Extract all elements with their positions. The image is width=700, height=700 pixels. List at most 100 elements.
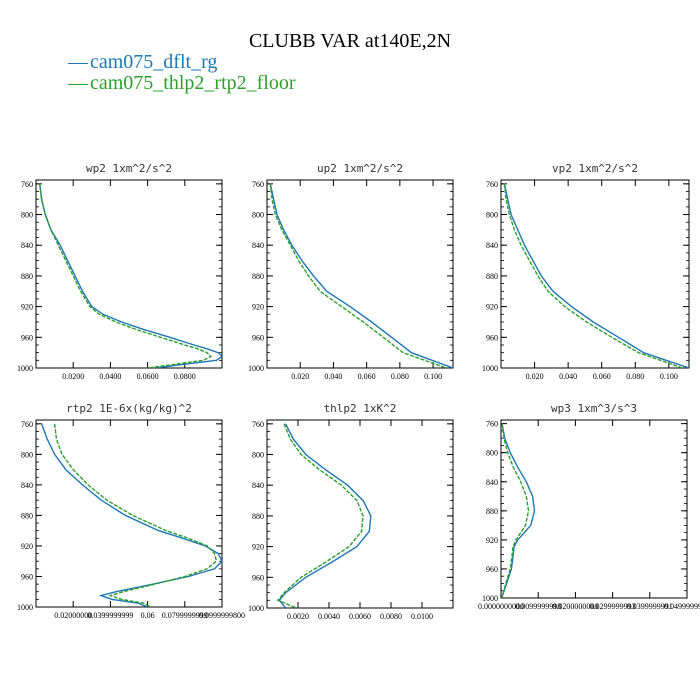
- y-tick-label: 880: [486, 272, 498, 281]
- series-line-dflt-panel-2: [269, 183, 453, 368]
- y-tick-label: 760: [252, 420, 264, 429]
- x-tick-label: 0.0020: [287, 612, 309, 621]
- panel-frame-5: [266, 419, 454, 609]
- y-tick-label: 760: [252, 180, 264, 189]
- y-tick-label: 760: [486, 180, 498, 189]
- y-tick-label: 800: [21, 211, 33, 220]
- y-tick-label: 1000: [482, 364, 498, 373]
- y-tick-label: 920: [21, 542, 33, 551]
- y-tick-label: 840: [21, 241, 33, 250]
- legend-marker-2: —: [67, 72, 89, 94]
- x-tick-label: 0.0060: [349, 612, 371, 621]
- x-tick-label: 0.02000000: [54, 611, 92, 620]
- y-tick-label: 960: [21, 333, 33, 342]
- panel-title-2: up2 1xm^2/s^2: [317, 162, 403, 175]
- legend-marker-1: —: [67, 51, 89, 73]
- x-tick-label: 0.0100: [411, 612, 433, 621]
- y-tick-label: 960: [252, 333, 264, 342]
- y-tick-label: 960: [21, 572, 33, 581]
- series-line-floor-panel-4: [53, 423, 218, 607]
- legend: — cam075_dflt_rg — cam075_thlp2_rtp2_flo…: [67, 51, 296, 94]
- series-line-floor-panel-2: [269, 183, 447, 368]
- x-tick-label: 0.080: [391, 372, 409, 381]
- x-tick-label: 0.0399999999: [87, 611, 133, 620]
- y-tick-label: 920: [21, 303, 33, 312]
- series-line-floor-panel-5: [276, 423, 364, 608]
- x-tick-label: 0.0200: [62, 372, 84, 381]
- y-tick-label: 960: [252, 573, 264, 582]
- x-tick-label: 0.020: [291, 372, 309, 381]
- series-line-dflt-panel-6: [501, 423, 536, 598]
- panel-3: vp2 1xm^2/s^2 760 800 840 880 920 960 1000 0.020…: [482, 162, 690, 381]
- x-tick-label: 0.040: [559, 372, 577, 381]
- x-tick-label: 0.0499999997: [664, 602, 700, 611]
- panel-5: thlp2 1xK^2 760 800 840 880 920 960 1000 0.0020 0…: [248, 402, 454, 621]
- panel-frame-3: [500, 179, 690, 369]
- x-tick-label: 0.0200000000: [552, 602, 598, 611]
- y-tick-label: 1000: [248, 364, 264, 373]
- x-tick-label: 0.0800: [174, 372, 196, 381]
- x-tick-label: 0.0000000000: [478, 602, 524, 611]
- y-tick-label: 1000: [248, 604, 264, 613]
- x-tick-label: 0.060: [593, 372, 611, 381]
- y-tick-label: 840: [21, 481, 33, 490]
- y-tick-label: 1000: [17, 364, 33, 373]
- panel-frame-1: [35, 179, 223, 369]
- x-tick-label: 0.020: [526, 372, 544, 381]
- panel-frame-2: [266, 179, 454, 369]
- x-tick-label: 0.100: [660, 372, 678, 381]
- panel-frame-6: [500, 419, 688, 599]
- y-tick-label: 880: [21, 511, 33, 520]
- series-line-dflt-panel-4: [40, 423, 222, 607]
- y-tick-label: 1000: [482, 594, 498, 603]
- y-tick-label: 760: [21, 180, 33, 189]
- y-tick-label: 1000: [17, 603, 33, 612]
- figure-title: CLUBB VAR at140E,2N: [249, 30, 451, 52]
- x-tick-label: 0.0799999999: [162, 611, 208, 620]
- x-tick-label: 0.06: [141, 611, 155, 620]
- x-tick-label: 0.0400: [99, 372, 121, 381]
- y-tick-label: 800: [486, 449, 498, 458]
- series-line-floor-panel-1: [39, 183, 212, 368]
- x-tick-label: 0.0080: [380, 612, 402, 621]
- y-tick-label: 920: [252, 303, 264, 312]
- y-tick-label: 760: [486, 420, 498, 429]
- y-tick-label: 960: [486, 333, 498, 342]
- y-tick-label: 920: [252, 543, 264, 552]
- y-tick-label: 920: [486, 303, 498, 312]
- x-tick-label: 0.0040: [318, 612, 340, 621]
- series-line-dflt-panel-1: [39, 183, 222, 368]
- legend-entry-2: cam075_thlp2_rtp2_floor: [90, 72, 296, 94]
- y-tick-label: 800: [21, 450, 33, 459]
- y-tick-label: 920: [486, 536, 498, 545]
- series-line-floor-panel-3: [503, 183, 683, 368]
- panel-title-5: thlp2 1xK^2: [324, 402, 397, 415]
- legend-entry-1: cam075_dflt_rg: [90, 51, 217, 73]
- y-tick-label: 880: [252, 512, 264, 521]
- series-line-dflt-panel-5: [278, 423, 372, 608]
- y-tick-label: 960: [486, 565, 498, 574]
- y-tick-label: 800: [252, 451, 264, 460]
- y-tick-label: 840: [252, 481, 264, 490]
- x-tick-label: 0.0999999800: [199, 611, 245, 620]
- y-tick-label: 880: [486, 507, 498, 516]
- y-tick-label: 840: [486, 241, 498, 250]
- panel-4: rtp2 1E-6x(kg/kg)^2 760 800 840 880 920 960 100…: [17, 402, 245, 620]
- y-tick-label: 800: [486, 211, 498, 220]
- panel-title-1: wp2 1xm^2/s^2: [86, 162, 172, 175]
- panel-title-3: vp2 1xm^2/s^2: [552, 162, 638, 175]
- x-tick-label: 0.0600: [137, 372, 159, 381]
- panel-6: wp3 1xm^3/s^3 760 800 840 880 920 960 10000.000…: [478, 402, 700, 611]
- x-tick-label: 0.100: [424, 372, 442, 381]
- x-tick-label: 0.0299999993: [590, 602, 636, 611]
- series-line-dflt-panel-3: [503, 183, 689, 368]
- panel-title-6: wp3 1xm^3/s^3: [551, 402, 637, 415]
- x-tick-label: 0.040: [324, 372, 342, 381]
- panel-grid: wp2 1xm^2/s^2 760 800 840 880 920 960 1000 0.020…: [17, 162, 700, 621]
- panel-2: up2 1xm^2/s^2 760 800 840 880 920 960 1000 0.020…: [248, 162, 454, 381]
- y-tick-label: 880: [21, 272, 33, 281]
- y-tick-label: 880: [252, 272, 264, 281]
- y-tick-label: 840: [252, 241, 264, 250]
- x-tick-label: 0.0099999998: [515, 602, 561, 611]
